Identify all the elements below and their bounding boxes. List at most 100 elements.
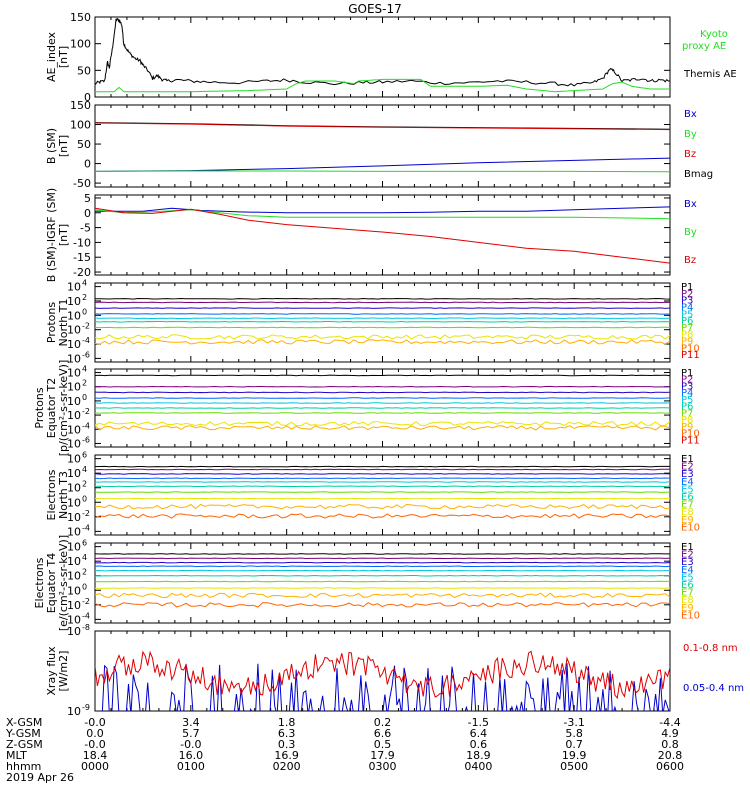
- series-line: [95, 17, 670, 87]
- y-tick-label: 10: [67, 541, 81, 554]
- y-axis-label: Electrons: [33, 557, 46, 608]
- y-axis-label: [nT]: [57, 135, 70, 157]
- y-tick-label: 10: [67, 295, 81, 308]
- legend-entry: Kyoto: [700, 29, 728, 40]
- legend-entry: E1: [681, 542, 694, 553]
- ephemeris-value: 1.8: [278, 716, 296, 729]
- y-axis-label: [nT]: [57, 46, 70, 68]
- legend-entry: P3: [681, 296, 693, 307]
- legend-entry: 0.05-0.4 nm: [683, 683, 744, 694]
- y-tick-label: 10: [67, 467, 81, 480]
- y-axis-label: [e/(cm²-s-sr-keV)]: [57, 535, 70, 631]
- y-axis-label: AE_index: [45, 31, 58, 82]
- legend-entry: P6: [681, 316, 693, 327]
- y-tick-exponent: 2: [82, 480, 87, 489]
- y-axis-label: North T1: [57, 299, 70, 347]
- y-tick-label: 10: [67, 625, 81, 638]
- ephemeris-row-label: hhmm: [6, 760, 41, 773]
- y-axis-label: B (SM)-IGRF (SM): [45, 188, 58, 282]
- ephemeris-value: -4.4: [659, 716, 680, 729]
- legend-entry: Themis AE: [683, 69, 737, 80]
- channel-trace: [95, 425, 670, 431]
- y-axis-label: [nT]: [57, 224, 70, 246]
- y-tick-exponent: 0: [82, 307, 87, 316]
- panel-bigrf: -20 -15 -10-5 0 5 B (SM)-IGRF (SM) [nT] Bx By Bz: [45, 188, 697, 282]
- y-tick-exponent: 2: [82, 568, 87, 577]
- ephemeris-value: 3.4: [182, 716, 200, 729]
- y-tick-label: -20: [73, 266, 91, 279]
- channel-trace: [95, 503, 670, 510]
- y-tick-label: 10: [67, 437, 81, 450]
- y-tick-exponent: 0: [82, 582, 87, 591]
- y-tick-exponent: -4: [82, 611, 90, 620]
- channel-trace: [95, 468, 670, 471]
- series-line: [95, 122, 670, 131]
- y-axis-label: Protons: [33, 387, 46, 428]
- ephemeris-value: 6.3: [278, 727, 296, 740]
- channel-trace: [95, 561, 670, 564]
- y-tick-exponent: -2: [82, 407, 90, 416]
- ephemeris-value: 0.7: [565, 738, 583, 751]
- channel-trace: [95, 465, 670, 468]
- panel-bsm: -50 0 50 100 150 B (SM) [nT] Bx By Bz Bmag: [45, 99, 713, 190]
- ephemeris-value: -0.0: [180, 738, 201, 751]
- panel-frame: [94, 16, 671, 98]
- ephemeris-value: 6.6: [374, 727, 392, 740]
- channel-trace: [95, 587, 670, 589]
- legend-entry: E9: [681, 515, 694, 526]
- plot-area: [95, 553, 670, 608]
- legend-entry: Bx: [684, 199, 697, 210]
- plot-area: [95, 650, 670, 711]
- channel-trace: [95, 592, 670, 599]
- ephemeris-value: 6.4: [470, 727, 488, 740]
- y-tick-exponent: 2: [82, 293, 87, 302]
- y-tick-label: 10: [67, 570, 81, 583]
- ephemeris-value: 0.2: [374, 716, 392, 729]
- y-tick-exponent: 0: [82, 494, 87, 503]
- y-tick-label: 10: [67, 496, 81, 509]
- ephemeris-value: 0000: [81, 760, 109, 773]
- y-tick-exponent: 4: [82, 553, 87, 562]
- channel-trace: [95, 391, 670, 394]
- channel-trace: [95, 385, 670, 388]
- legend-entry: E7: [681, 500, 694, 511]
- series-line: [95, 170, 670, 173]
- y-tick-exponent: -4: [82, 336, 90, 345]
- panel-frame: [94, 104, 671, 188]
- channel-trace: [95, 565, 670, 568]
- y-tick-exponent: -2: [82, 322, 90, 331]
- y-tick-label: -50: [73, 177, 91, 190]
- ephemeris-row-label: MLT: [6, 749, 27, 762]
- channel-trace: [95, 569, 670, 572]
- y-tick-exponent: -8: [82, 623, 90, 632]
- y-tick-label: 10: [67, 309, 81, 322]
- y-tick-label: 10: [67, 599, 81, 612]
- y-tick-label: 150: [70, 99, 91, 112]
- panel-frame: [94, 454, 671, 536]
- legend-entry: P2: [681, 375, 693, 386]
- series-line: [95, 206, 670, 214]
- y-tick-label: 50: [77, 138, 91, 151]
- date-label: 2019 Apr 26: [6, 771, 74, 784]
- channel-trace: [95, 317, 670, 320]
- legend-entry: By: [684, 227, 697, 238]
- legend-entry: 0.1-0.8 nm: [683, 643, 738, 654]
- legend-entry: E6: [681, 492, 694, 503]
- legend-entry: E10: [681, 522, 700, 533]
- y-axis-label: Electrons: [45, 469, 58, 520]
- y-tick-label: 5: [84, 192, 91, 205]
- channel-trace: [95, 301, 670, 304]
- legend-entry: E3: [681, 469, 694, 480]
- y-tick-exponent: 4: [82, 365, 87, 374]
- channel-trace: [95, 497, 670, 500]
- legend-entry: P5: [681, 395, 693, 406]
- y-tick-exponent: 4: [82, 279, 87, 288]
- y-tick-label: 10: [67, 525, 81, 538]
- legend-entry: P1: [681, 368, 693, 379]
- ephemeris-axis: X-GSM -0.0 3.4 1.8 0.2 -1.5 -3.1 -4.4 Y-GSM 0.0 5.…: [5, 716, 684, 784]
- channel-trace: [95, 320, 670, 323]
- ephemeris-value: 4.9: [661, 727, 679, 740]
- y-tick-label: 10: [67, 705, 81, 718]
